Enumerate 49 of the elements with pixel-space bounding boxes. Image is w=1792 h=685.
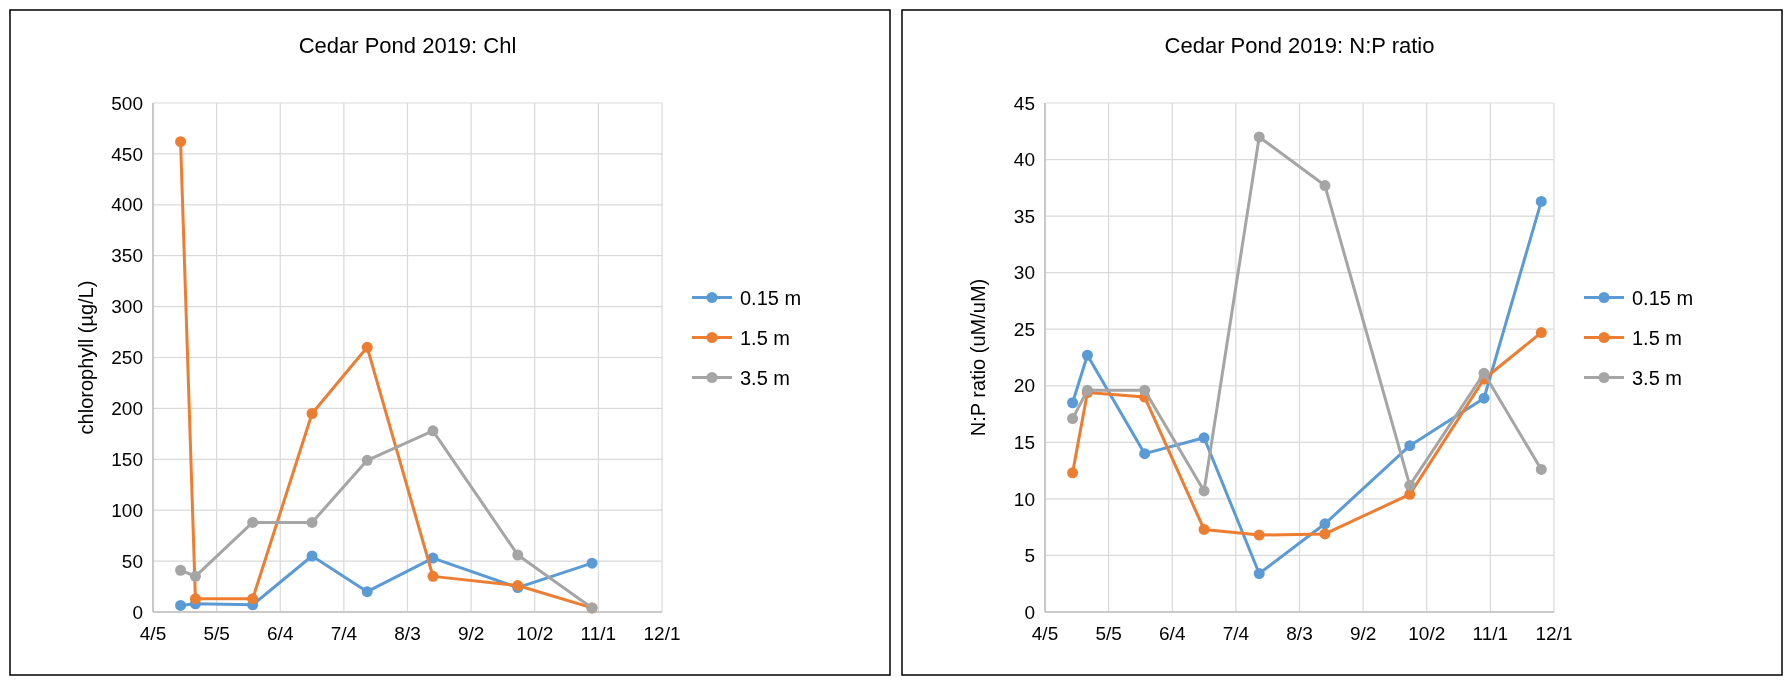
y-tick-label: 20 <box>1013 375 1035 397</box>
x-tick-label: 7/4 <box>1222 623 1250 644</box>
x-tick-label: 5/5 <box>1095 623 1122 644</box>
legend-label: 0.15 m <box>1632 286 1694 309</box>
chart-title: Cedar Pond 2019: Chl <box>298 33 517 58</box>
y-tick-label: 5 <box>1024 545 1035 567</box>
y-axis-title: chlorophyll (µg/L) <box>75 280 97 435</box>
y-tick-label: 150 <box>111 448 143 470</box>
y-tick-label: 30 <box>1013 262 1035 284</box>
y-tick-label: 35 <box>1013 205 1035 227</box>
y-tick-label: 450 <box>111 143 143 165</box>
y-tick-label: 0 <box>1024 601 1035 623</box>
legend-label: 3.5 m <box>740 366 791 389</box>
x-tick-label: 10/2 <box>516 623 554 644</box>
legend-label: 3.5 m <box>1632 366 1683 389</box>
legend-label: 1.5 m <box>740 326 791 349</box>
y-tick-label: 15 <box>1013 431 1035 453</box>
x-tick-label: 12/1 <box>1535 623 1573 644</box>
x-tick-label: 4/5 <box>139 623 167 644</box>
x-tick-label: 10/2 <box>1408 623 1446 644</box>
x-tick-label: 11/1 <box>580 623 617 644</box>
y-tick-label: 300 <box>111 296 143 318</box>
y-tick-label: 50 <box>121 550 143 572</box>
x-tick-label: 12/1 <box>643 623 681 644</box>
y-tick-label: 500 <box>111 92 143 114</box>
x-tick-label: 7/4 <box>330 623 358 644</box>
x-tick-label: 8/3 <box>394 623 421 644</box>
y-tick-label: 200 <box>111 398 143 420</box>
y-tick-label: 40 <box>1013 149 1035 171</box>
x-tick-label: 4/5 <box>1031 623 1059 644</box>
y-tick-label: 250 <box>111 347 143 369</box>
y-tick-label: 25 <box>1013 318 1035 340</box>
x-tick-label: 9/2 <box>1349 623 1377 644</box>
x-tick-label: 5/5 <box>203 623 230 644</box>
y-tick-label: 100 <box>111 499 143 521</box>
y-tick-label: 350 <box>111 245 143 267</box>
y-axis-title: N:P ratio (uM/uM) <box>967 278 989 437</box>
legend-label: 1.5 m <box>1632 326 1683 349</box>
x-tick-label: 9/2 <box>457 623 485 644</box>
y-tick-label: 45 <box>1013 92 1035 114</box>
x-tick-label: 8/3 <box>1286 623 1313 644</box>
chart-title: Cedar Pond 2019: N:P ratio <box>1164 33 1435 58</box>
y-tick-label: 0 <box>132 601 143 623</box>
legend-label: 0.15 m <box>740 286 802 309</box>
y-tick-label: 10 <box>1013 488 1035 510</box>
x-tick-label: 6/4 <box>1159 623 1186 644</box>
x-tick-label: 11/1 <box>1472 623 1509 644</box>
x-tick-label: 6/4 <box>267 623 294 644</box>
y-tick-label: 400 <box>111 194 143 216</box>
